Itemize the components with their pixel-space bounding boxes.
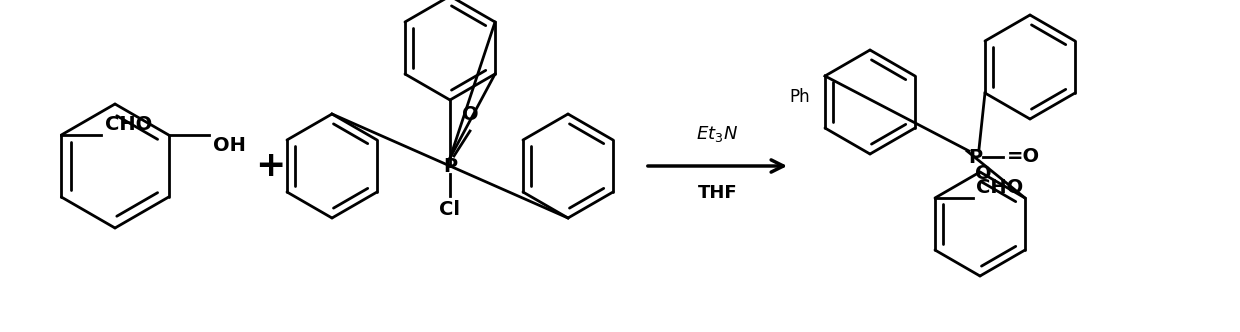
Text: CHO: CHO bbox=[105, 115, 153, 134]
Text: =O: =O bbox=[1007, 146, 1040, 165]
Text: CHO: CHO bbox=[976, 178, 1023, 197]
Text: P: P bbox=[968, 147, 982, 167]
Text: O: O bbox=[976, 164, 992, 183]
Text: Et$_3$N: Et$_3$N bbox=[697, 124, 739, 144]
Text: P: P bbox=[443, 156, 458, 176]
Text: +: + bbox=[254, 149, 285, 183]
Text: O: O bbox=[461, 105, 479, 124]
Text: Ph: Ph bbox=[790, 88, 810, 106]
Text: Cl: Cl bbox=[439, 200, 460, 219]
Text: OH: OH bbox=[213, 136, 246, 155]
Text: THF: THF bbox=[698, 184, 738, 202]
